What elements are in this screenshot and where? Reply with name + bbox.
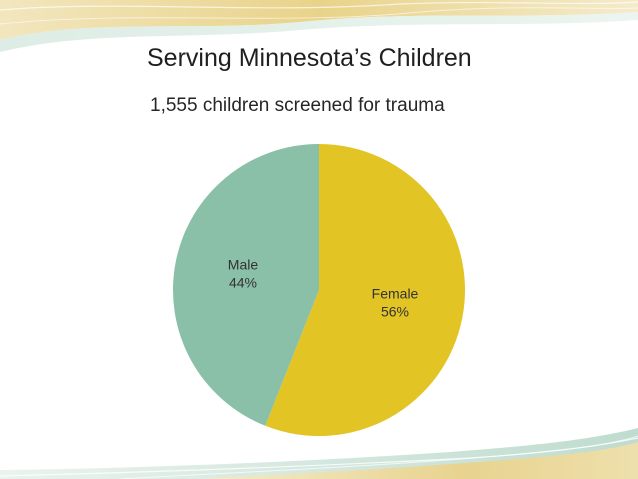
- top-wave-gold: [0, 0, 638, 40]
- pie-slice-female: [265, 144, 465, 437]
- slide-subtitle: 1,555 children screened for trauma: [150, 95, 445, 116]
- bottom-wave-gold: [200, 442, 638, 479]
- pie-label-male: Male 44%: [228, 257, 259, 291]
- pie-label-percent: 56%: [381, 303, 409, 319]
- pie-label-name: Male: [228, 257, 259, 273]
- pie-slice-male: [173, 144, 319, 426]
- top-wave-green: [0, 12, 638, 52]
- pie-label-name: Female: [372, 285, 419, 301]
- slide-title: Serving Minnesota’s Children: [147, 44, 472, 72]
- pie-label-female: Female 56%: [372, 285, 419, 319]
- pie-label-percent: 44%: [229, 275, 257, 291]
